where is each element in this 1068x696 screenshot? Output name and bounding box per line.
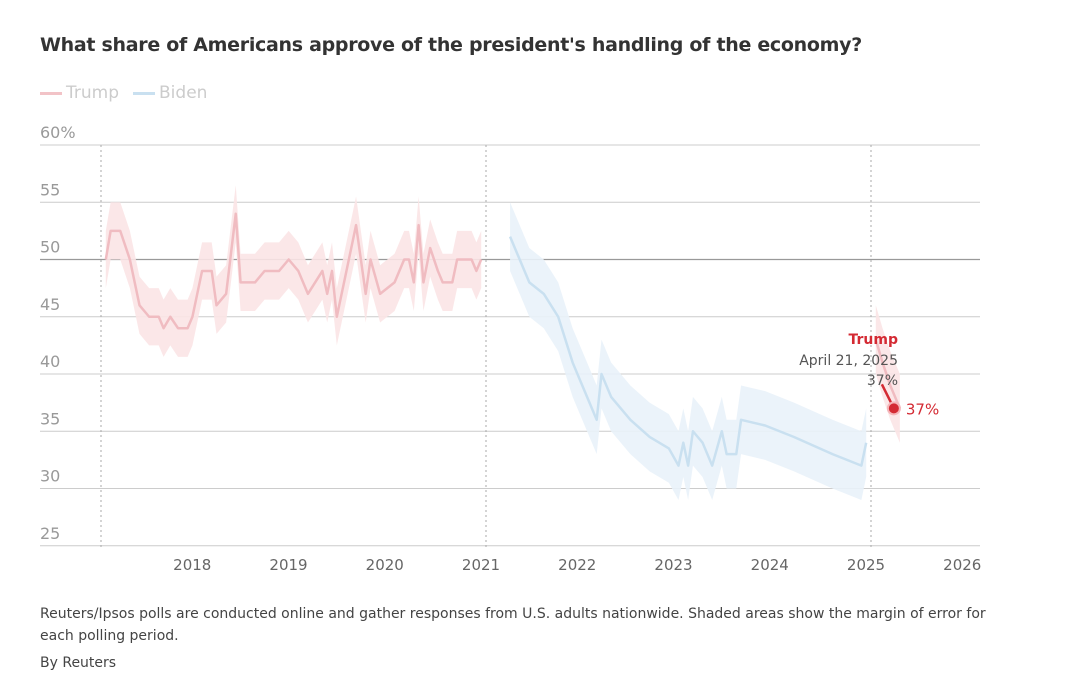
byline: By Reuters: [40, 655, 117, 671]
y-tick-label: 40: [40, 352, 60, 371]
y-tick-label: 30: [40, 467, 60, 486]
legend-label: Biden: [159, 83, 208, 103]
x-tick-label: 2025: [847, 556, 885, 574]
y-tick-label: 55: [40, 180, 60, 199]
legend-label: Trump: [66, 83, 120, 103]
x-tick-label: 2020: [366, 556, 404, 574]
y-tick-label: 25: [40, 524, 60, 543]
x-tick-label: 2022: [558, 556, 596, 574]
x-tick-label: 2018: [173, 556, 211, 574]
legend-item-trump[interactable]: Trump: [40, 83, 119, 103]
series-line-trump: [104, 212, 483, 330]
tooltip-date: April 21, 2025: [799, 353, 898, 369]
y-tick-label: 60%: [40, 123, 76, 142]
x-tick-label: 2024: [751, 556, 789, 574]
chart-title: What share of Americans approve of the p…: [40, 34, 862, 56]
tooltip-series: Trump: [849, 332, 899, 348]
y-tick-label: 50: [40, 238, 60, 257]
biden-swatch: [133, 91, 156, 95]
highlight-point: [886, 401, 901, 416]
x-tick-label: 2019: [269, 556, 307, 574]
footnote: Reuters/Ipsos polls are conducted online…: [40, 606, 986, 644]
series-line-biden: [508, 236, 868, 467]
margin-band-biden: [510, 202, 867, 500]
y-tick-label: 45: [40, 295, 60, 314]
x-tick-label: 2021: [462, 556, 500, 574]
tooltip-value: 37%: [867, 373, 898, 389]
margin-band-trump: [105, 185, 482, 357]
legend-item-biden[interactable]: Biden: [133, 83, 207, 103]
x-tick-label: 2026: [943, 556, 981, 574]
y-tick-label: 35: [40, 409, 60, 428]
approval-chart: 60% 55 50 45 40 35 30 25 2018 2019 2020 2021 2022 202…: [40, 123, 981, 574]
series-line-trump: [874, 339, 902, 409]
legend: Trump Biden: [40, 83, 207, 103]
trump-swatch: [40, 91, 62, 95]
x-tick-label: 2023: [654, 556, 692, 574]
highlight-value-label: 37%: [906, 400, 939, 418]
